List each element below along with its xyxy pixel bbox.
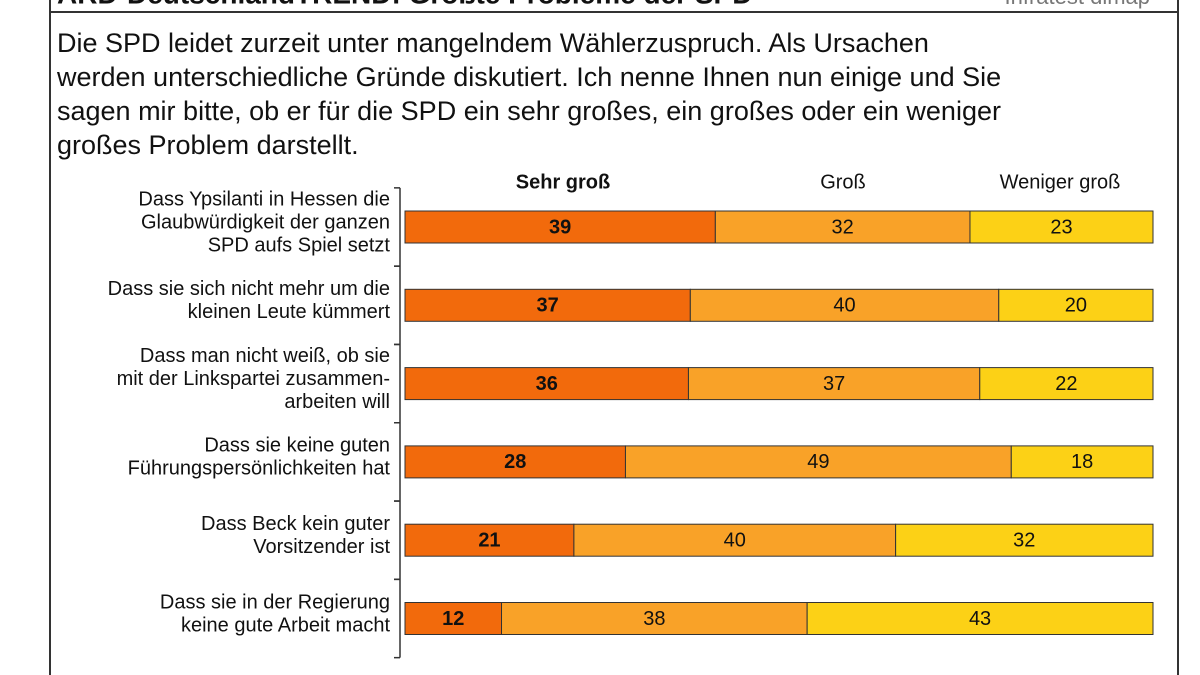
value-label: 20 <box>1065 295 1087 317</box>
value-label: 37 <box>537 295 559 317</box>
value-label: 32 <box>1013 529 1035 551</box>
bar-segment <box>895 523 1154 557</box>
value-label: 49 <box>807 451 829 473</box>
value-label: 36 <box>536 373 558 395</box>
category-label: arbeiten will <box>284 391 390 413</box>
value-label: 18 <box>1071 451 1093 473</box>
legend-label: Groß <box>820 171 866 193</box>
source: Infratest dimap <box>1004 0 1150 9</box>
value-label: 12 <box>442 608 464 630</box>
category-label: keine gute Arbeit macht <box>181 614 390 636</box>
category-label: Glaubwürdigkeit der ganzen <box>141 211 390 233</box>
bar-segment <box>998 288 1154 322</box>
question-line: Die SPD leidet zurzeit unter mangelndem … <box>57 28 929 58</box>
bar-segment <box>806 602 1154 635</box>
bar-segment <box>969 210 1154 244</box>
category-label: Führungspersönlichkeiten hat <box>128 458 391 480</box>
value-label: 40 <box>724 529 746 551</box>
value-label: 38 <box>643 608 665 630</box>
bar-segment <box>624 445 1012 479</box>
category-label: Dass sie keine guten <box>204 435 390 457</box>
question-line: sagen mir bitte, ob er für die SPD ein s… <box>57 96 1001 126</box>
value-label: 37 <box>823 373 845 395</box>
category-label: Dass sie in der Regierung <box>160 591 390 613</box>
bar-segment <box>404 523 575 557</box>
category-label: Dass man nicht weiß, ob sie <box>140 345 390 367</box>
category-label: Dass Ypsilanti in Hessen die <box>138 188 390 210</box>
value-label: 40 <box>833 295 855 317</box>
bar-segment <box>404 367 689 401</box>
bar-segment <box>1010 445 1154 479</box>
legend-label: Sehr groß <box>516 171 610 193</box>
legend-label: Weniger groß <box>1000 171 1121 193</box>
question-line: werden unterschiedliche Gründe diskutier… <box>56 62 1001 92</box>
bar-segment <box>979 367 1154 401</box>
chart-title: ARD-DeutschlandTREND: Größte Probleme de… <box>57 0 752 9</box>
bar-segment <box>573 523 897 557</box>
category-label: kleinen Leute kümmert <box>188 301 391 323</box>
category-label: mit der Linkspartei zusammen- <box>117 368 390 390</box>
bar-segment <box>404 602 503 635</box>
category-label: SPD aufs Spiel setzt <box>208 234 391 256</box>
value-label: 21 <box>478 529 500 551</box>
value-label: 23 <box>1050 216 1072 238</box>
category-label: Vorsitzender ist <box>253 536 390 558</box>
bar-segment <box>501 602 808 635</box>
value-label: 28 <box>504 451 526 473</box>
bar-segment <box>404 210 716 244</box>
value-label: 32 <box>832 216 854 238</box>
bar-segment <box>404 445 626 479</box>
category-label: Dass Beck kein guter <box>201 513 390 535</box>
bar-segment <box>687 367 981 401</box>
question-line: großes Problem darstellt. <box>57 130 359 160</box>
value-label: 22 <box>1055 373 1077 395</box>
value-label: 39 <box>549 216 571 238</box>
value-label: 43 <box>969 608 991 630</box>
category-label: Dass sie sich nicht mehr um die <box>108 278 390 300</box>
